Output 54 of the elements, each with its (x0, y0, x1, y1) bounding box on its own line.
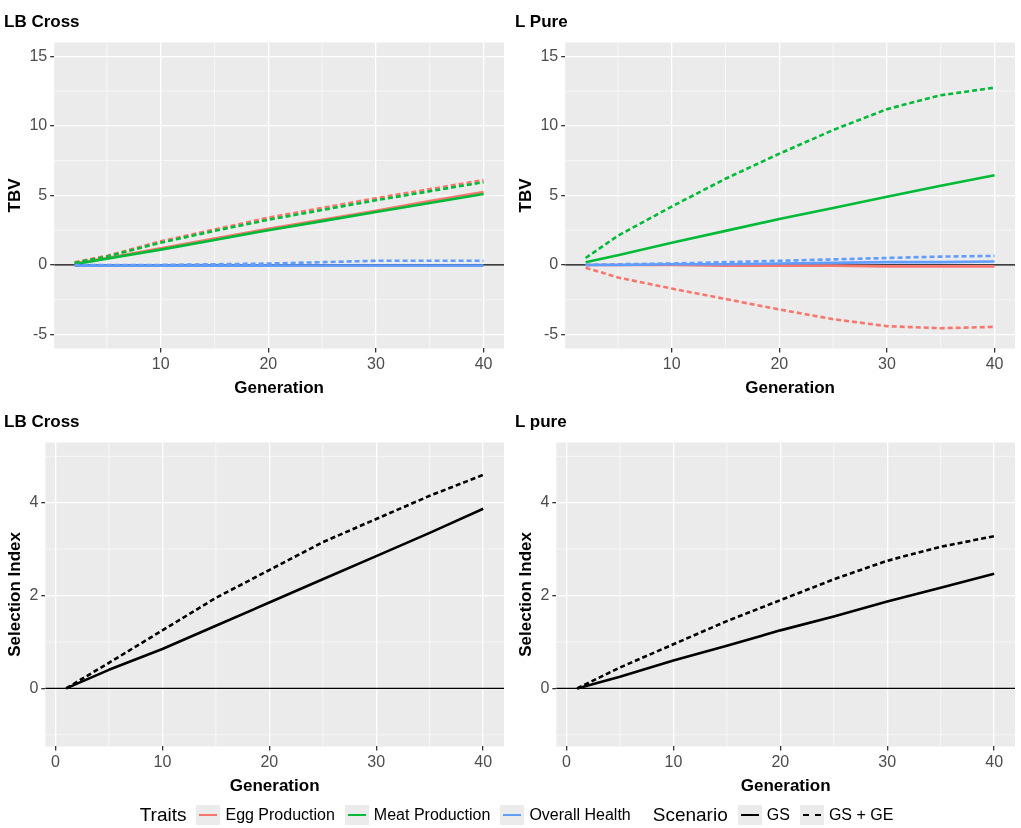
y-tick-label: 2 (29, 585, 39, 603)
x-axis-title: Generation (745, 378, 835, 398)
x-tick-label: 30 (367, 753, 386, 771)
y-tick-label: -5 (32, 324, 48, 342)
chart-title: LB Cross (4, 11, 80, 31)
x-tick-label: 10 (151, 355, 170, 373)
x-tick-label: 30 (878, 753, 897, 771)
x-tick-label: 30 (878, 355, 896, 373)
x-tick-label: 20 (771, 753, 790, 771)
x-tick-label: 0 (51, 753, 60, 771)
x-tick-label: 20 (770, 355, 789, 373)
legend-label: GS (766, 806, 790, 824)
x-tick-label: 20 (259, 355, 278, 373)
x-tick-label: 40 (985, 355, 1004, 373)
x-tick-label: 10 (662, 355, 681, 373)
x-tick-label: 20 (260, 753, 279, 771)
x-axis-title: Generation (229, 776, 320, 796)
x-tick-label: 40 (474, 753, 493, 771)
y-axis-title: Selection Index (4, 531, 24, 657)
legend-label: Overall Health (529, 806, 631, 824)
y-tick-label: 15 (540, 46, 559, 64)
legend-title: Traits (139, 804, 187, 826)
legend-label: Meat Production (373, 806, 491, 824)
x-tick-label: 40 (985, 753, 1004, 771)
chart-title: L pure (515, 411, 567, 431)
y-axis-title: Selection Index (515, 531, 535, 657)
x-tick-label: 10 (664, 753, 683, 771)
chart-title: LB Cross (4, 411, 80, 431)
y-tick-label: 5 (549, 185, 559, 203)
x-tick-label: 10 (153, 753, 172, 771)
y-axis-title: TBV (4, 177, 24, 213)
x-tick-label: 0 (562, 753, 571, 771)
chart-title: L Pure (515, 11, 568, 31)
y-axis-title: TBV (515, 177, 535, 213)
y-tick-label: -5 (543, 324, 559, 342)
y-tick-label: 0 (540, 678, 550, 696)
y-tick-label: 0 (29, 678, 39, 696)
y-tick-label: 4 (540, 493, 550, 511)
x-tick-label: 30 (367, 355, 385, 373)
legend-title: Scenario (652, 804, 728, 826)
y-tick-label: 0 (549, 255, 559, 273)
line-series (584, 86, 996, 260)
y-tick-label: 0 (38, 255, 48, 273)
y-tick-label: 5 (38, 185, 48, 203)
y-tick-label: 4 (29, 493, 39, 511)
y-tick-label: 10 (29, 116, 48, 134)
legend-label: Egg Production (225, 806, 335, 824)
x-tick-label: 40 (474, 355, 493, 373)
y-tick-label: 10 (540, 116, 559, 134)
y-tick-label: 2 (540, 585, 550, 603)
x-axis-title: Generation (740, 776, 831, 796)
legend-label: GS + GE (828, 806, 894, 824)
x-axis-title: Generation (234, 378, 324, 398)
y-tick-label: 15 (29, 46, 48, 64)
